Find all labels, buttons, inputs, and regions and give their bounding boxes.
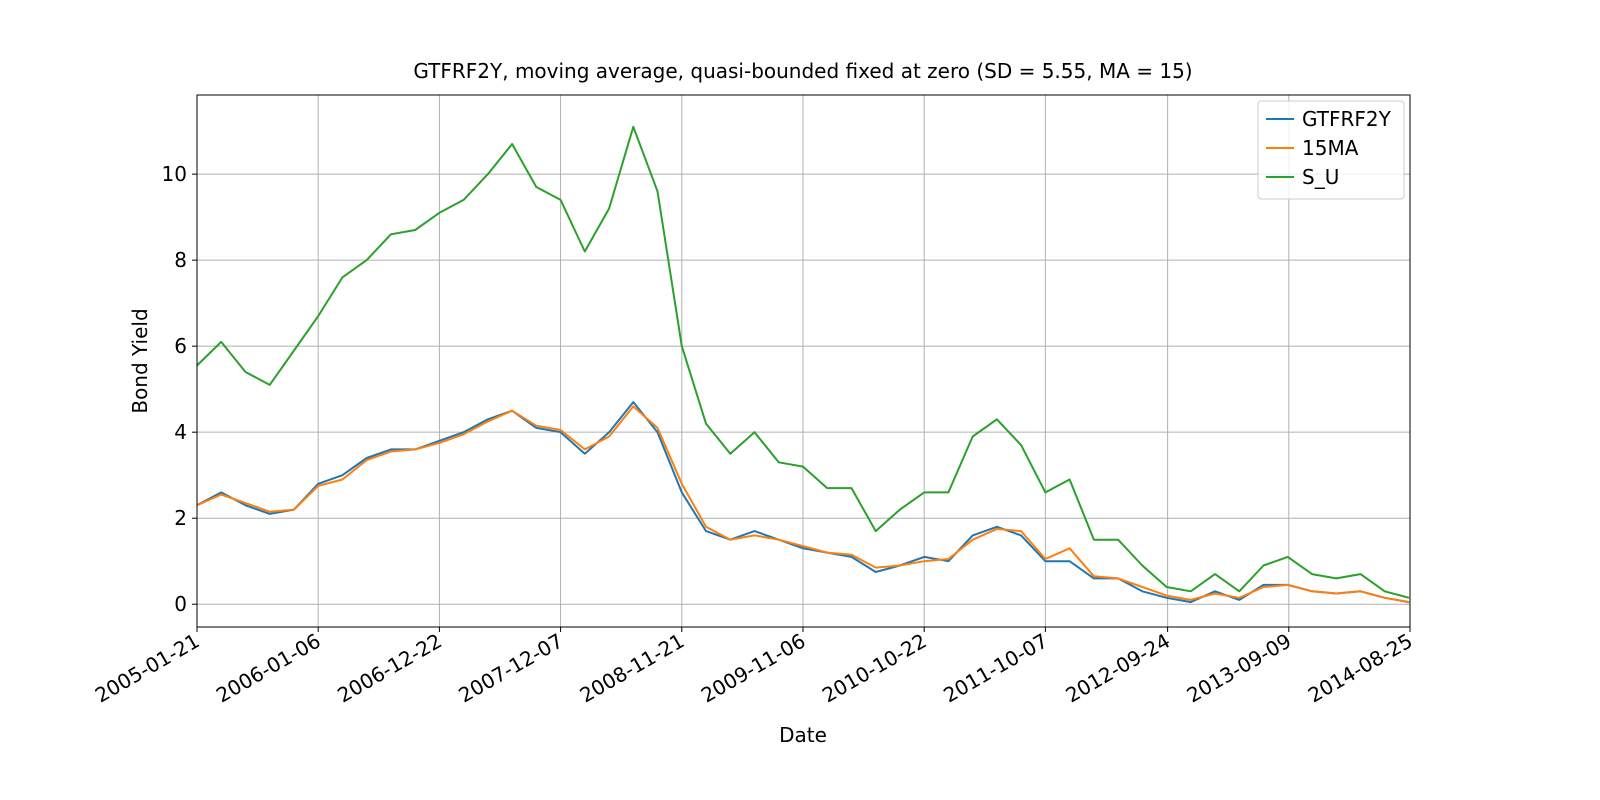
y-axis-label: Bond Yield [128,308,152,413]
legend-box [1257,100,1405,200]
y-tick-label: 6 [174,334,187,358]
x-tick-label: 2012-09-24 [1061,629,1174,708]
x-tick-label: 2008-11-21 [576,629,689,708]
y-tick-label: 10 [162,162,187,186]
legend-label: S_U [1302,165,1339,189]
x-tick-label: 2009-11-06 [697,629,810,708]
series-line [196,405,1410,604]
x-tick-label: 2014-08-25 [1304,629,1417,708]
x-tick-label: 2007-12-07 [454,629,567,708]
legend: GTFRF2Y 15MA S_U [1257,100,1405,200]
x-tick-label: 2006-01-06 [212,629,325,708]
chart-title: GTFRF2Y, moving average, quasi-bounded f… [413,59,1192,83]
y-tick-label: 8 [174,248,187,272]
legend-label: 15MA [1302,136,1359,160]
plot-frame [196,94,1411,628]
x-tick-label: 2013-09-09 [1183,629,1296,708]
x-axis-label: Date [779,723,827,747]
x-tick-label: 2011-10-07 [939,629,1052,708]
y-tick-label: 4 [174,420,187,444]
x-tick-label: 2006-12-22 [333,629,446,708]
legend-label: GTFRF2Y [1302,107,1392,131]
x-tick-label: 2010-10-22 [818,629,931,708]
series-line [196,125,1410,599]
x-tick-label: 2005-01-21 [91,629,204,708]
y-tick-label: 0 [174,592,187,616]
y-tick-label: 2 [174,506,187,530]
